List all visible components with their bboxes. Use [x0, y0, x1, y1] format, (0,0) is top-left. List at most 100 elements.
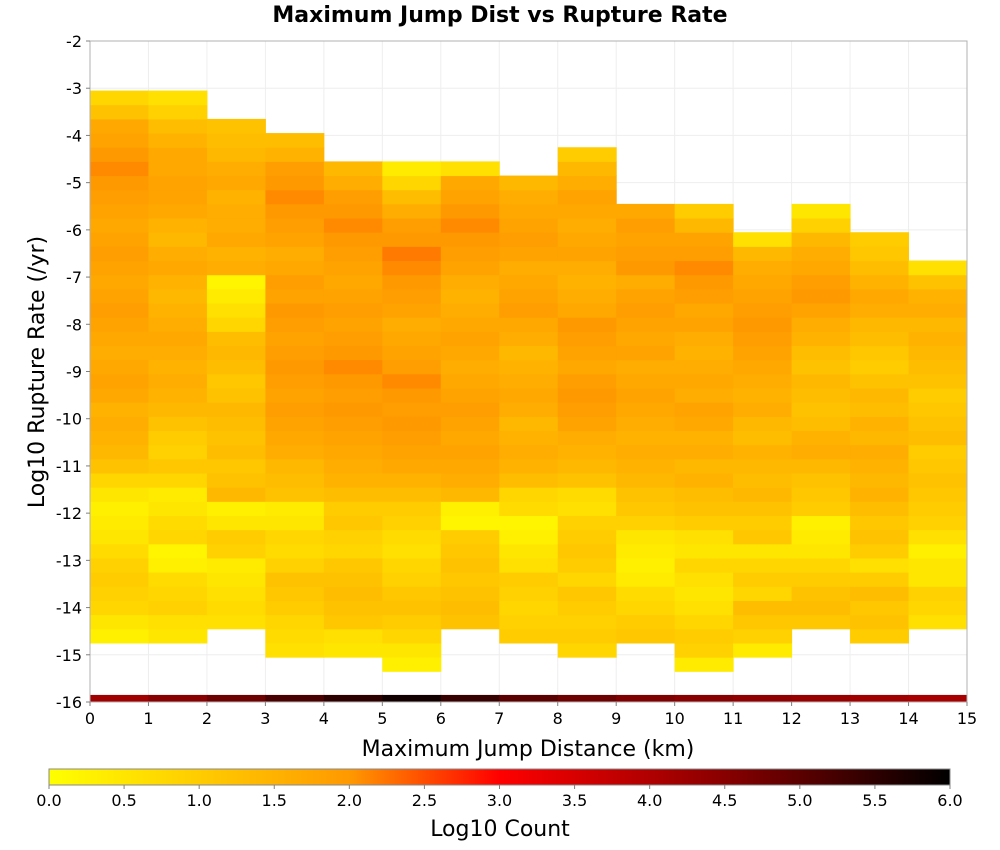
heatmap-cell	[908, 260, 968, 276]
heatmap-cell	[323, 232, 383, 247]
heatmap-cell	[90, 274, 149, 290]
colorbar-tick-label: 2.5	[412, 791, 437, 810]
heatmap-cell	[323, 642, 383, 658]
heatmap-cell	[90, 317, 149, 332]
heatmap-cell	[90, 218, 149, 233]
heatmap-cell	[616, 628, 676, 644]
heatmap-cell	[265, 133, 325, 148]
heatmap-cell	[674, 543, 734, 559]
heatmap-cell	[557, 317, 617, 332]
heatmap-cell	[791, 572, 851, 587]
heatmap-cell	[90, 373, 149, 389]
heatmap-cell	[440, 373, 500, 389]
x-tick-label: 15	[957, 709, 977, 728]
heatmap-cell	[733, 416, 793, 432]
heatmap-cell	[206, 614, 266, 630]
y-tick-label: -5	[66, 174, 82, 193]
heatmap-cell	[148, 246, 208, 262]
heatmap-cell	[206, 274, 266, 290]
heatmap-cell	[323, 458, 383, 474]
heatmap-cell	[616, 487, 676, 502]
heatmap-cell	[616, 232, 676, 247]
heatmap-cell	[557, 288, 617, 304]
heatmap-cell	[908, 529, 968, 545]
heatmap-cell	[850, 288, 910, 304]
heatmap-cell	[265, 487, 325, 502]
heatmap-cell	[850, 444, 910, 460]
heatmap-cell	[674, 402, 734, 417]
heatmap-cell	[499, 501, 559, 517]
heatmap-cell	[557, 444, 617, 460]
heatmap-cell	[733, 430, 793, 446]
heatmap-cell	[440, 232, 500, 247]
heatmap-cell	[908, 557, 968, 573]
heatmap-cell	[206, 473, 266, 488]
heatmap-cell	[733, 345, 793, 361]
heatmap-cell	[440, 572, 500, 587]
heatmap-cell	[323, 274, 383, 290]
heatmap-cell	[557, 529, 617, 545]
colorbar-tick-label: 5.5	[862, 791, 887, 810]
heatmap-cell	[382, 189, 442, 205]
heatmap-cell	[90, 147, 149, 162]
heatmap-cell	[323, 501, 383, 517]
heatmap-cell	[440, 402, 500, 417]
heatmap-cell	[206, 515, 266, 531]
heatmap-cell	[674, 444, 734, 460]
heatmap-cell	[440, 543, 500, 559]
heatmap-cell	[265, 288, 325, 304]
heatmap-cell	[557, 345, 617, 361]
y-tick-label: -4	[66, 126, 82, 145]
heatmap-cell	[265, 203, 325, 219]
heatmap-cell	[499, 430, 559, 446]
y-tick-label: -16	[56, 693, 82, 712]
heatmap-cell	[323, 515, 383, 531]
heatmap-cell	[733, 586, 793, 601]
heatmap-cell	[674, 642, 734, 658]
heatmap-cell	[850, 274, 910, 290]
heatmap-cell	[557, 416, 617, 432]
heatmap-cell	[440, 515, 500, 531]
heatmap-cell	[616, 586, 676, 601]
heatmap-cell	[265, 543, 325, 559]
heatmap-cell	[616, 515, 676, 531]
heatmap-cell	[791, 203, 851, 219]
heatmap-cell	[733, 260, 793, 276]
heatmap-cell	[382, 373, 442, 389]
heatmap-cell	[265, 218, 325, 233]
heatmap-cell	[850, 515, 910, 531]
y-tick-label: -2	[66, 32, 82, 51]
heatmap-cell	[850, 303, 910, 318]
heatmap-cell	[265, 557, 325, 573]
heatmap-cell	[791, 402, 851, 417]
heatmap-cell	[850, 359, 910, 375]
heatmap-cell	[499, 359, 559, 375]
heatmap-cell	[148, 303, 208, 318]
heatmap-cell	[382, 203, 442, 219]
heatmap-cell	[440, 557, 500, 573]
heatmap-cell	[206, 345, 266, 361]
heatmap-cell	[148, 529, 208, 545]
heatmap-cell	[382, 628, 442, 644]
x-tick-label: 1	[143, 709, 153, 728]
heatmap-cell	[265, 586, 325, 601]
heatmap-cell	[90, 628, 149, 644]
heatmap-cell	[382, 175, 442, 191]
heatmap-cell	[90, 260, 149, 276]
heatmap-cell	[440, 600, 500, 616]
heatmap-cell	[908, 388, 968, 403]
heatmap-cell	[733, 388, 793, 403]
heatmap-cell	[148, 501, 208, 517]
heatmap-cell	[499, 388, 559, 403]
y-tick-label: -12	[56, 504, 82, 523]
y-tick-label: -3	[66, 79, 82, 98]
heatmap-cell	[791, 274, 851, 290]
heatmap-cell	[382, 345, 442, 361]
heatmap-cell	[908, 572, 968, 587]
heatmap-cell	[323, 246, 383, 262]
y-tick-label: -13	[56, 551, 82, 570]
heatmap-cell	[90, 487, 149, 502]
heatmap-cell	[265, 430, 325, 446]
heatmap-cell	[557, 246, 617, 262]
x-tick-label: 2	[202, 709, 212, 728]
